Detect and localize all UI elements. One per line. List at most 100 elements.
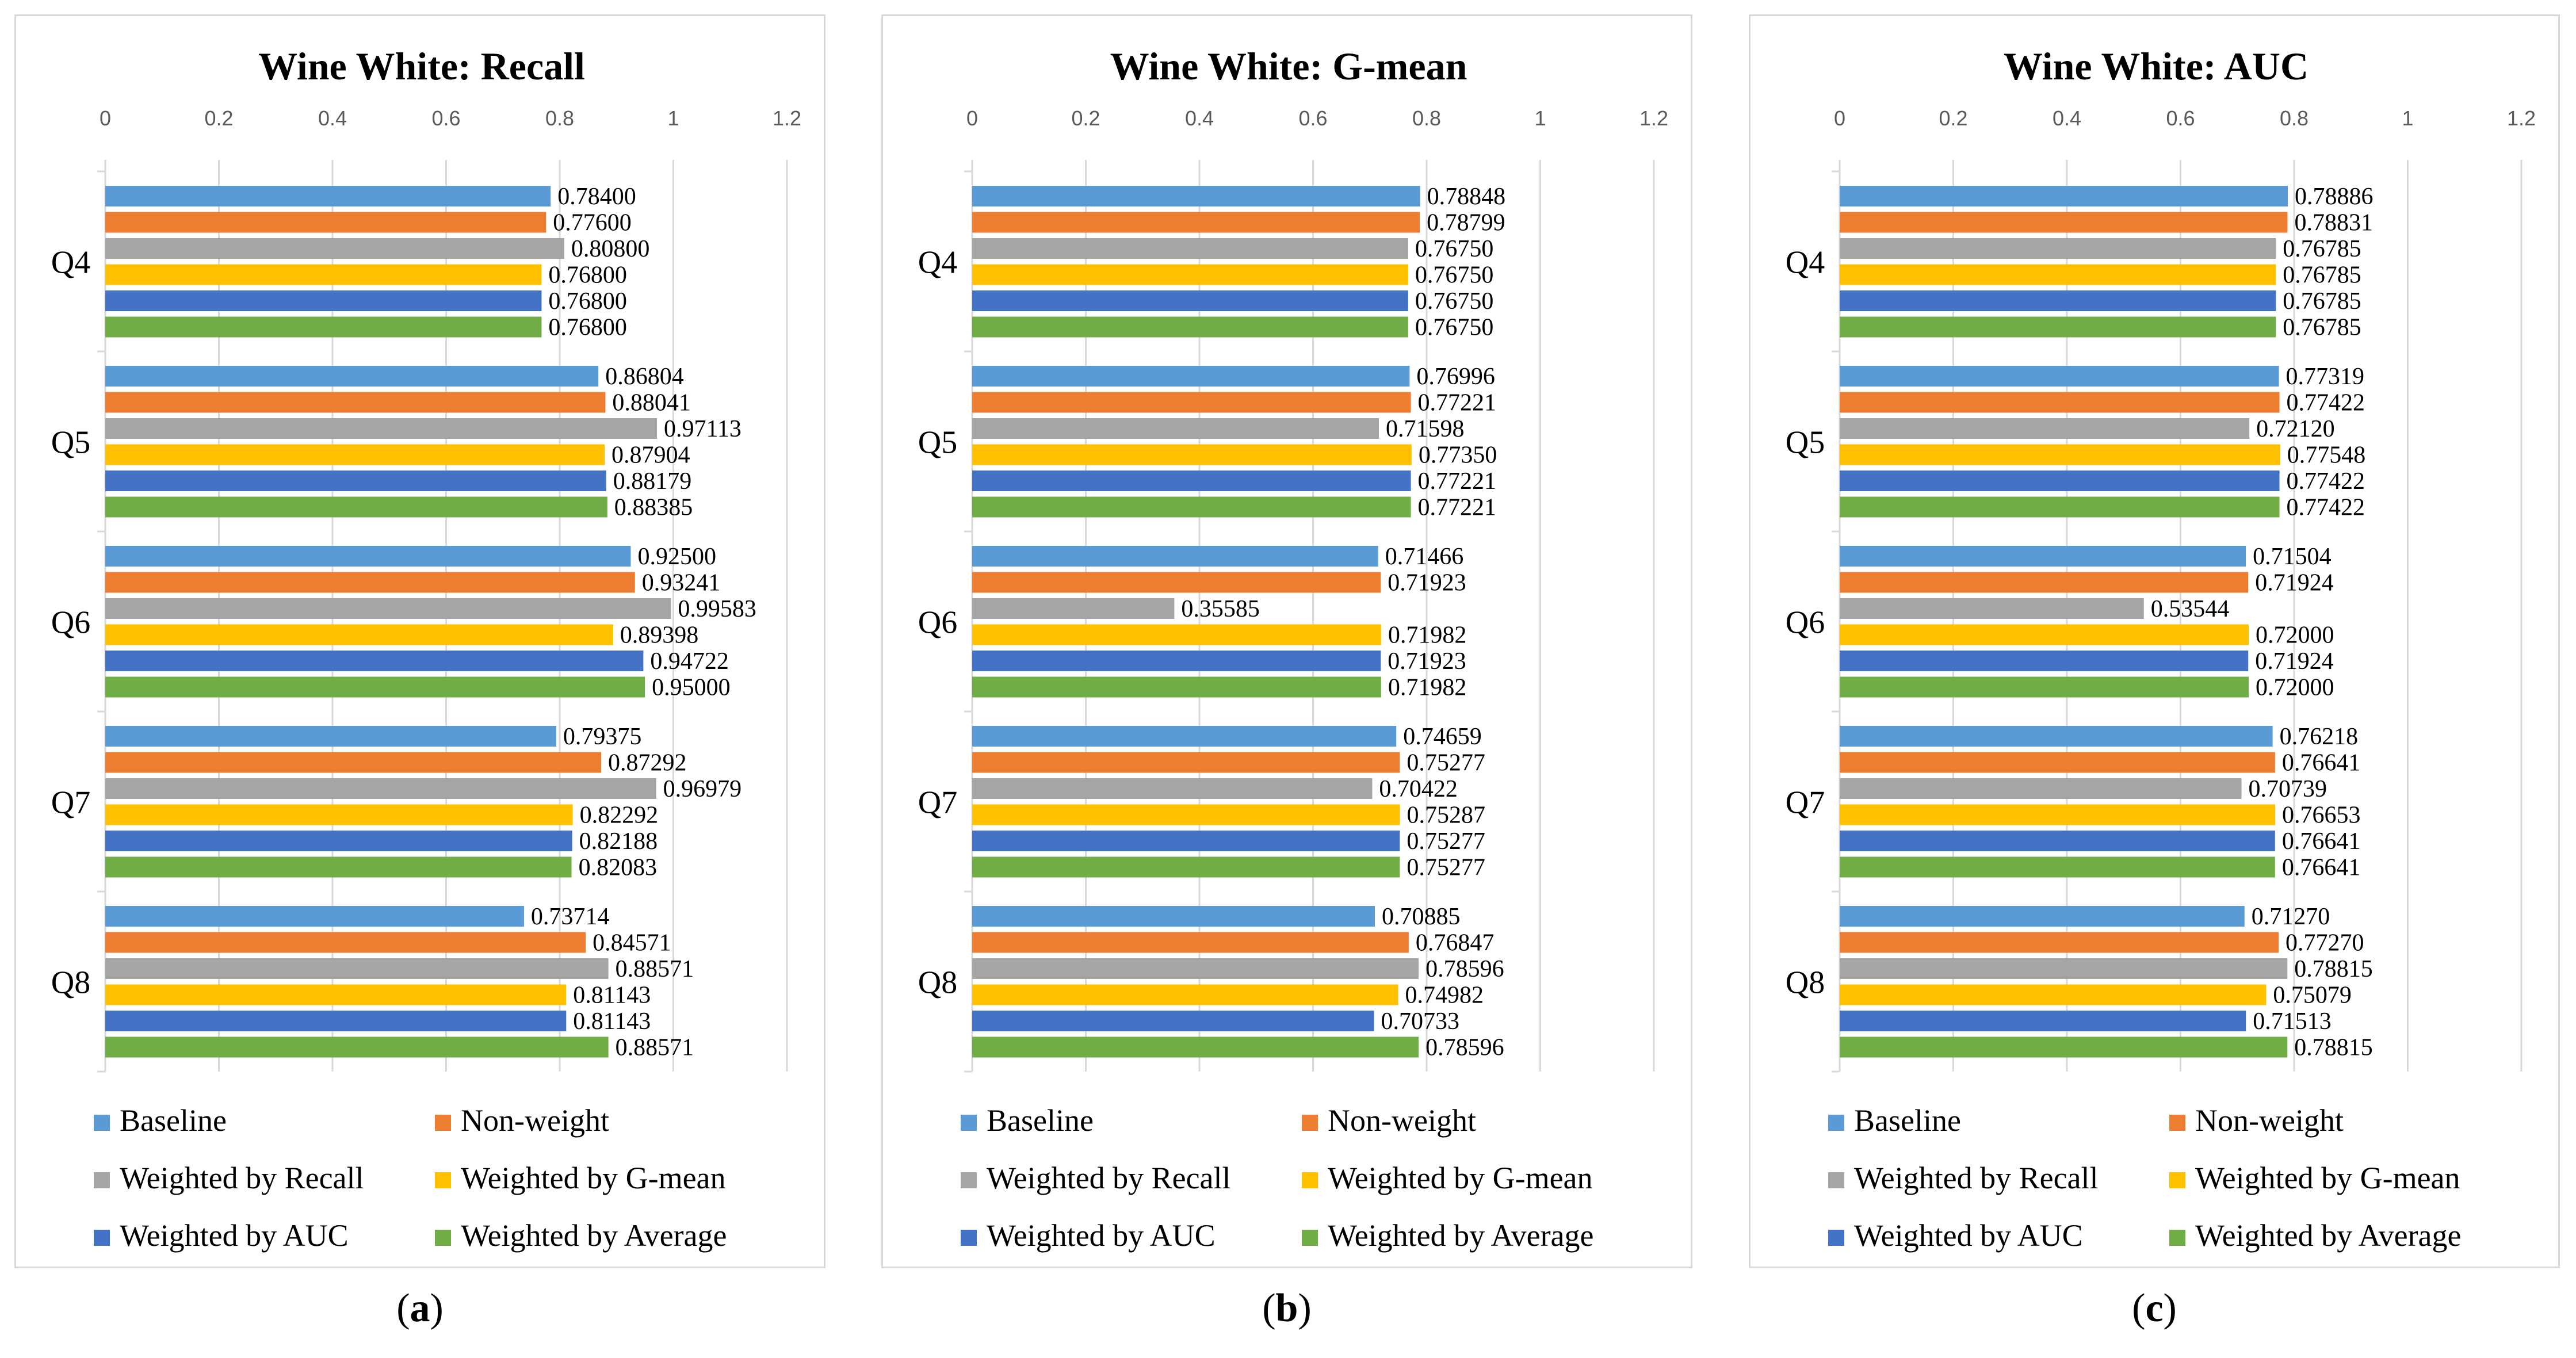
bar-value-label: 0.76785 bbox=[2283, 236, 2361, 262]
legend-swatch bbox=[435, 1230, 451, 1246]
chart-title: Wine White: Recall bbox=[258, 44, 585, 88]
x-tick-label: 0 bbox=[966, 106, 978, 130]
bar-value-label: 0.71513 bbox=[2253, 1008, 2332, 1035]
category-label: Q5 bbox=[1786, 425, 1825, 461]
bar bbox=[105, 1036, 609, 1058]
bar-value-label: 0.78596 bbox=[1425, 1035, 1504, 1061]
bar bbox=[105, 984, 567, 1005]
legend-label: Weighted by Recall bbox=[120, 1161, 364, 1195]
bar bbox=[1840, 752, 2275, 773]
bar-value-label: 0.76218 bbox=[2280, 724, 2359, 750]
bar bbox=[105, 624, 613, 645]
category-label: Q7 bbox=[1786, 785, 1825, 821]
bar bbox=[1840, 392, 2280, 413]
bar-value-label: 0.76641 bbox=[2282, 750, 2361, 776]
bar bbox=[1840, 624, 2249, 645]
bar bbox=[105, 186, 551, 206]
bar bbox=[1840, 651, 2249, 671]
bar-value-label: 0.76750 bbox=[1415, 288, 1494, 315]
bar-value-label: 0.79375 bbox=[563, 724, 642, 750]
bar bbox=[972, 212, 1420, 233]
bar-value-label: 0.77548 bbox=[2287, 442, 2366, 469]
bar bbox=[1840, 418, 2250, 439]
legend-swatch bbox=[94, 1115, 110, 1131]
bar-value-label: 0.78400 bbox=[557, 183, 636, 210]
bar-value-label: 0.71270 bbox=[2252, 904, 2330, 930]
bar-value-label: 0.77422 bbox=[2287, 390, 2365, 416]
x-tick-label: 0.2 bbox=[1071, 106, 1100, 130]
bar bbox=[972, 932, 1409, 953]
bar-value-label: 0.87292 bbox=[608, 750, 687, 776]
bar bbox=[972, 572, 1381, 593]
chart-title: Wine White: AUC bbox=[2004, 44, 2309, 88]
caption-b: (b) bbox=[1262, 1286, 1312, 1330]
caption-a: (a) bbox=[396, 1286, 444, 1330]
bar-value-label: 0.97113 bbox=[664, 416, 742, 442]
bar bbox=[972, 1011, 1374, 1031]
bar bbox=[972, 392, 1411, 413]
bar bbox=[105, 726, 556, 747]
bar bbox=[1840, 958, 2288, 979]
x-tick-label: 0.8 bbox=[545, 106, 574, 130]
bar-value-label: 0.77600 bbox=[553, 210, 632, 236]
legend-label: Weighted by AUC bbox=[120, 1218, 349, 1253]
legend-label: Non-weight bbox=[461, 1103, 609, 1138]
bar bbox=[105, 496, 607, 518]
bar bbox=[972, 290, 1408, 311]
bar-value-label: 0.75287 bbox=[1407, 802, 1485, 829]
bar bbox=[105, 856, 572, 878]
x-tick-label: 0 bbox=[100, 106, 111, 130]
bar-value-label: 0.71598 bbox=[1386, 416, 1465, 442]
x-tick-label: 1 bbox=[1534, 106, 1546, 130]
bar bbox=[105, 212, 546, 233]
bar bbox=[1840, 984, 2267, 1005]
legend-swatch bbox=[961, 1115, 977, 1131]
x-tick-label: 0.8 bbox=[2280, 106, 2309, 130]
legend-swatch bbox=[1302, 1115, 1318, 1131]
legend-label: Baseline bbox=[987, 1103, 1094, 1138]
bar-value-label: 0.78848 bbox=[1427, 183, 1506, 210]
bar-value-label: 0.99583 bbox=[678, 596, 756, 622]
x-tick-label: 1.2 bbox=[2507, 106, 2536, 130]
category-label: Q7 bbox=[918, 785, 957, 821]
bar bbox=[972, 496, 1411, 518]
bar bbox=[1840, 496, 2280, 518]
caption-letter-b: b bbox=[1275, 1286, 1298, 1330]
bar bbox=[105, 752, 602, 773]
bar-value-label: 0.88571 bbox=[616, 956, 694, 982]
legend-swatch bbox=[1302, 1230, 1318, 1246]
bar bbox=[1840, 572, 2249, 593]
bar-value-label: 0.76847 bbox=[1416, 930, 1495, 957]
bar-value-label: 0.82292 bbox=[580, 802, 659, 829]
category-label: Q4 bbox=[1786, 245, 1825, 281]
bar bbox=[1840, 470, 2280, 491]
bar-value-label: 0.76800 bbox=[548, 288, 627, 315]
bar-value-label: 0.78596 bbox=[1425, 956, 1504, 982]
category-label: Q6 bbox=[51, 605, 90, 641]
bar-value-label: 0.76800 bbox=[548, 262, 627, 289]
legend-label: Weighted by Recall bbox=[987, 1161, 1231, 1195]
bar bbox=[972, 1036, 1419, 1058]
bar-value-label: 0.81143 bbox=[573, 982, 651, 1009]
x-tick-label: 0.2 bbox=[204, 106, 233, 130]
bar-value-label: 0.93241 bbox=[642, 570, 721, 596]
bar bbox=[1840, 726, 2273, 747]
legend-swatch bbox=[961, 1230, 977, 1246]
chart-title: Wine White: G-mean bbox=[1110, 44, 1467, 88]
legend-label: Weighted by G-mean bbox=[2195, 1161, 2460, 1195]
bar bbox=[1840, 212, 2288, 233]
x-tick-label: 1.2 bbox=[1639, 106, 1668, 130]
x-tick-label: 0 bbox=[1834, 106, 1845, 130]
legend-label: Non-weight bbox=[2195, 1103, 2344, 1138]
bar-value-label: 0.84571 bbox=[593, 930, 671, 957]
bar bbox=[105, 831, 572, 851]
x-tick-label: 0.8 bbox=[1412, 106, 1441, 130]
bar-value-label: 0.70733 bbox=[1381, 1008, 1459, 1035]
x-tick-label: 1 bbox=[667, 106, 679, 130]
bar bbox=[105, 676, 645, 698]
bar-value-label: 0.95000 bbox=[652, 675, 731, 701]
bar bbox=[972, 778, 1373, 799]
bar bbox=[105, 932, 586, 953]
bar-value-label: 0.88179 bbox=[613, 468, 692, 495]
bar-value-label: 0.75277 bbox=[1407, 828, 1485, 855]
